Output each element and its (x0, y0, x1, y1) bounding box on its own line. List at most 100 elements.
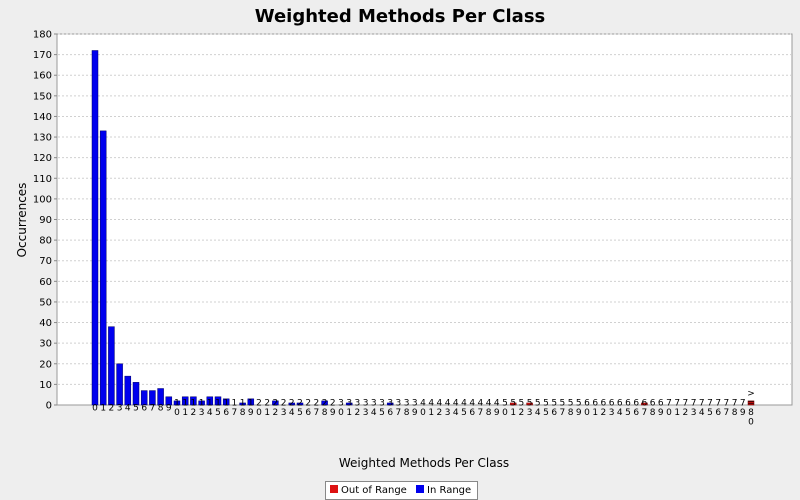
x-tick-label: 38 (402, 399, 412, 418)
x-tick-label: 29 (328, 399, 338, 418)
legend-label-out-of-range: Out of Range (341, 485, 407, 496)
y-tick-label: 40 (39, 318, 52, 329)
x-tick-label: 1 (98, 403, 108, 413)
bar-10 (173, 400, 181, 406)
y-axis-label: Occurrences (15, 183, 29, 258)
y-tick-label: 0 (46, 401, 52, 412)
x-tick-label: 70 (664, 399, 674, 418)
x-tick-label: 64 (615, 399, 625, 418)
x-tick-label: 8 (156, 403, 166, 413)
x-axis-ticks: 0123456789101112131415161718192021222324… (90, 389, 756, 427)
y-tick-label: 120 (33, 153, 52, 164)
x-tick-label: 57 (557, 399, 567, 418)
in-range-swatch (416, 485, 425, 493)
x-tick-label: 67 (639, 399, 649, 418)
x-tick-label: 55 (541, 399, 551, 418)
legend-label-in-range: In Range (427, 485, 472, 496)
x-tick-label: 61 (590, 399, 600, 418)
chart-title: Weighted Methods Per Class (254, 6, 546, 27)
bar-36 (386, 402, 394, 406)
y-tick-label: 90 (39, 215, 52, 226)
y-tick-label: 30 (39, 339, 52, 350)
x-tick-label: 59 (574, 399, 584, 418)
x-tick-label: 24 (287, 399, 297, 418)
y-tick-label: 10 (39, 380, 52, 391)
x-tick-label: 15 (213, 399, 223, 418)
bar-9 (165, 396, 173, 406)
x-tick-label: 3 (115, 403, 125, 413)
x-tick-label: 31 (344, 399, 354, 418)
x-tick-label: 50 (500, 399, 510, 418)
bar-16 (222, 398, 230, 406)
x-tick-label: 48 (484, 399, 494, 418)
y-tick-label: 80 (39, 236, 52, 247)
x-tick-label: 25 (295, 399, 305, 418)
x-tick-label: 35 (377, 399, 387, 418)
x-tick-label: 7 (147, 403, 157, 413)
y-tick-label: 100 (33, 194, 52, 205)
bar-gege80 (747, 400, 755, 406)
x-axis-label: Weighted Methods Per Class (339, 456, 509, 470)
y-tick-label: 110 (33, 174, 52, 185)
x-tick-label: 78 (730, 399, 740, 418)
x-tick-label: 77 (721, 399, 731, 418)
y-tick-label: 160 (33, 71, 52, 82)
x-tick-label: 75 (705, 399, 715, 418)
bar-19 (247, 398, 255, 406)
x-tick-label: 37 (393, 399, 403, 418)
x-tick-label: 49 (492, 399, 502, 418)
x-tick-label: 10 (172, 399, 182, 418)
bar-25 (296, 402, 304, 406)
x-tick-label: 36 (385, 399, 395, 418)
y-tick-label: 20 (39, 359, 52, 370)
x-tick-label: 63 (607, 399, 617, 418)
bar-0 (91, 50, 99, 406)
x-tick-label: 60 (582, 399, 592, 418)
y-tick-label: 180 (33, 30, 52, 41)
legend: Out of Range In Range (325, 481, 479, 500)
x-tick-label: 72 (680, 399, 690, 418)
y-tick-label: 70 (39, 256, 52, 267)
x-tick-label: 32 (352, 399, 362, 418)
x-tick-label: 54 (533, 399, 543, 418)
bar-4 (124, 375, 132, 406)
bar-53 (526, 402, 533, 406)
bars (91, 50, 755, 406)
x-tick-label: 62 (598, 399, 608, 418)
x-tick-label: 26 (303, 399, 313, 418)
x-tick-label: 43 (443, 399, 453, 418)
x-tick-label: 33 (361, 399, 371, 418)
x-tick-label: 53 (525, 399, 535, 418)
x-tick-label: 45 (459, 399, 469, 418)
x-tick-label: 20 (254, 399, 264, 418)
x-tick-label: 9 (164, 403, 174, 413)
y-tick-label: 130 (33, 133, 52, 144)
bar-67 (641, 402, 648, 406)
bar-7 (149, 390, 156, 406)
x-tick-label: 40 (418, 399, 428, 418)
x-tick-label: 42 (434, 399, 444, 418)
x-tick-label: 74 (697, 399, 707, 418)
x-tick-label: 17 (229, 399, 239, 418)
legend-item-in-range: In Range (416, 483, 471, 498)
out-of-range-swatch (330, 485, 338, 493)
x-tick-label: 28 (320, 399, 330, 418)
x-tick-label: 68 (648, 399, 658, 418)
x-tick-label: 39 (410, 399, 420, 418)
x-tick-label: 52 (516, 399, 526, 418)
x-tick-label: 65 (623, 399, 633, 418)
x-tick-label: 6 (139, 403, 149, 413)
bar-28 (321, 400, 328, 406)
x-tick-label: 13 (197, 399, 207, 418)
x-tick-label: 16 (221, 399, 231, 418)
x-tick-label: 14 (205, 399, 215, 418)
x-tick-label: 69 (656, 399, 666, 418)
x-tick-label: 4 (123, 403, 133, 413)
x-tick-label: 76 (713, 399, 723, 418)
bar-12 (190, 396, 197, 406)
y-tick-label: 60 (39, 277, 52, 288)
x-tick-label: 27 (311, 399, 321, 418)
x-tick-label: 0 (90, 403, 100, 413)
bar-5 (132, 382, 140, 406)
